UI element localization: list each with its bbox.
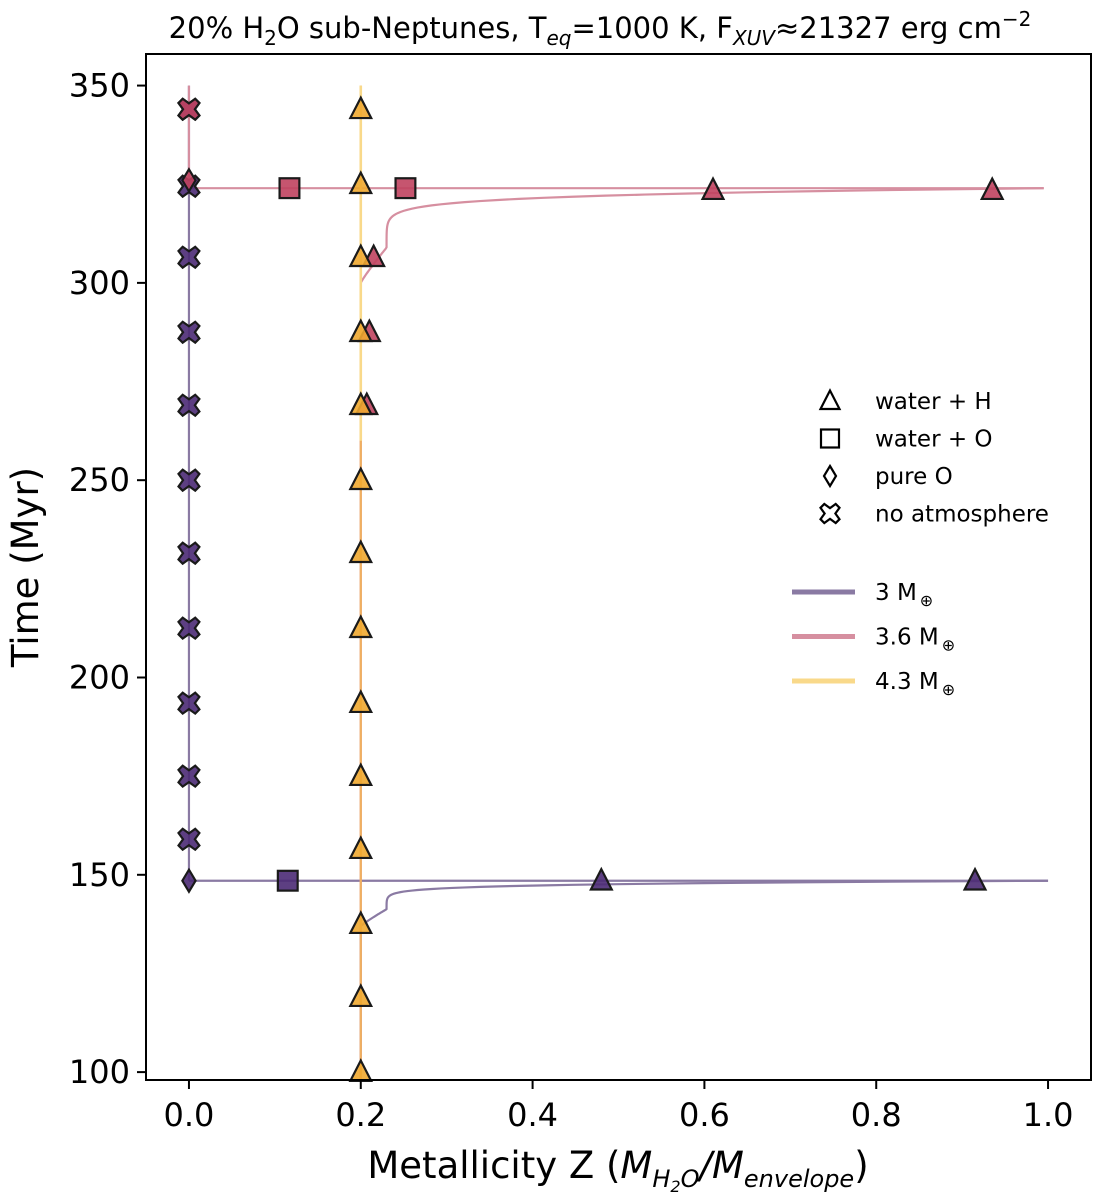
marker-triangle-m43 [348,391,374,416]
x-tick-label: 0.0 [164,1096,215,1134]
marker-triangle-m43 [348,910,374,935]
marker-cross-m3 [177,827,201,852]
xlabel-sub1b: 2 [670,1177,680,1196]
marker-diamond-m36 [181,167,197,194]
marker-square-m36 [394,177,417,200]
legend: water + H water + O pure O no atmosphere 3 M… [792,388,1049,699]
marker-square-m3 [276,869,299,892]
xlabel-sub1c: O [681,1165,700,1193]
marker-triangle-m43 [348,539,374,564]
title-sub-3: XUV [732,26,776,50]
title-part-4: ≈21327 erg cm [775,11,1002,45]
marker-triangle-m43 [348,689,374,714]
marker-triangle-m3 [962,866,988,891]
marker-triangle-m43 [348,318,374,343]
y-tick-label: 200 [69,658,130,696]
marker-cross-m3 [177,320,201,345]
marker-cross-m3 [177,691,201,716]
title-sub-2: eq [546,26,571,50]
title-sub-1: 2 [264,26,277,50]
xlabel-prefix: Metallicity Z ( [367,1144,620,1187]
chart-title: 20% H2O sub-Neptunes, Teq=1000 K, FXUV≈2… [169,7,1032,50]
x-axis-ticks: 0.0 0.2 0.4 0.6 0.8 1.0 [164,1080,1074,1134]
legend-marker-label: water + H [875,389,992,415]
axes-frame [145,53,1092,1081]
marker-triangle-m43 [348,170,374,195]
xlabel-m1: M [620,1144,652,1187]
marker-cross-m36 [177,97,201,122]
legend-marker-diamond [822,463,838,489]
legend-marker-label: pure O [875,464,953,490]
marker-triangle-m36 [700,176,726,201]
marker-triangle-m43 [348,614,374,639]
x-tick-label: 0.6 [679,1096,730,1134]
x-tick-label: 0.2 [335,1096,386,1134]
legend-line-label: 4.3 M ⊕ [875,669,955,699]
legend-marker-triangle [818,388,842,411]
y-tick-label: 150 [69,856,130,894]
marker-triangle-m3 [589,866,614,891]
marker-cross-m3 [177,764,201,789]
marker-diamond-m3 [181,867,197,894]
x-tick-label: 0.4 [507,1096,558,1134]
title-sup: −2 [1002,7,1031,31]
plot-area [177,85,1049,1083]
marker-triangle-m43 [348,762,374,787]
y-tick-label: 250 [69,461,130,499]
marker-cross-m3 [177,393,201,418]
legend-marker-square [819,428,841,449]
title-part-3: =1000 K, F [571,11,732,45]
marker-cross-m3 [177,541,201,566]
xlabel-sub1: H [652,1165,670,1193]
legend-marker-cross [819,502,841,525]
marker-cross-m3 [177,616,201,641]
xlabel-m2: M [712,1144,744,1187]
xlabel-sub2: envelope [744,1165,854,1193]
marker-triangle-m43 [348,466,374,491]
y-tick-label: 350 [69,67,130,105]
marker-triangle-m43 [348,983,374,1008]
marker-triangle-m36 [979,176,1005,201]
marker-cross-m3 [177,468,201,493]
xlabel-slash: / [696,1144,715,1187]
marker-cross-m3 [177,245,201,270]
y-tick-label: 300 [69,264,130,302]
x-tick-label: 0.8 [851,1096,902,1134]
legend-marker-label: no atmosphere [875,502,1049,528]
y-tick-label: 100 [69,1053,130,1091]
marker-triangle-m43 [348,243,374,268]
x-axis-label: Metallicity Z (MH2O/Menvelope) [367,1144,868,1196]
marker-square-m36 [278,177,301,200]
legend-line-label: 3.6 M ⊕ [875,625,955,655]
x-tick-label: 1.0 [1023,1096,1074,1134]
y-axis-label: Time (Myr) [4,467,47,668]
marker-triangle-m43 [348,95,374,120]
title-part-1: 20% H [169,11,264,45]
y-axis-ticks: 100 150 200 250 300 350 [69,67,146,1091]
xlabel-suffix: ) [854,1144,868,1187]
legend-line-label: 3 M ⊕ [875,580,933,610]
legend-marker-label: water + O [875,427,993,453]
marker-triangle-m43 [348,835,374,860]
series-path-m3 [359,879,1049,1080]
title-part-2: O sub-Neptunes, T [277,11,547,45]
